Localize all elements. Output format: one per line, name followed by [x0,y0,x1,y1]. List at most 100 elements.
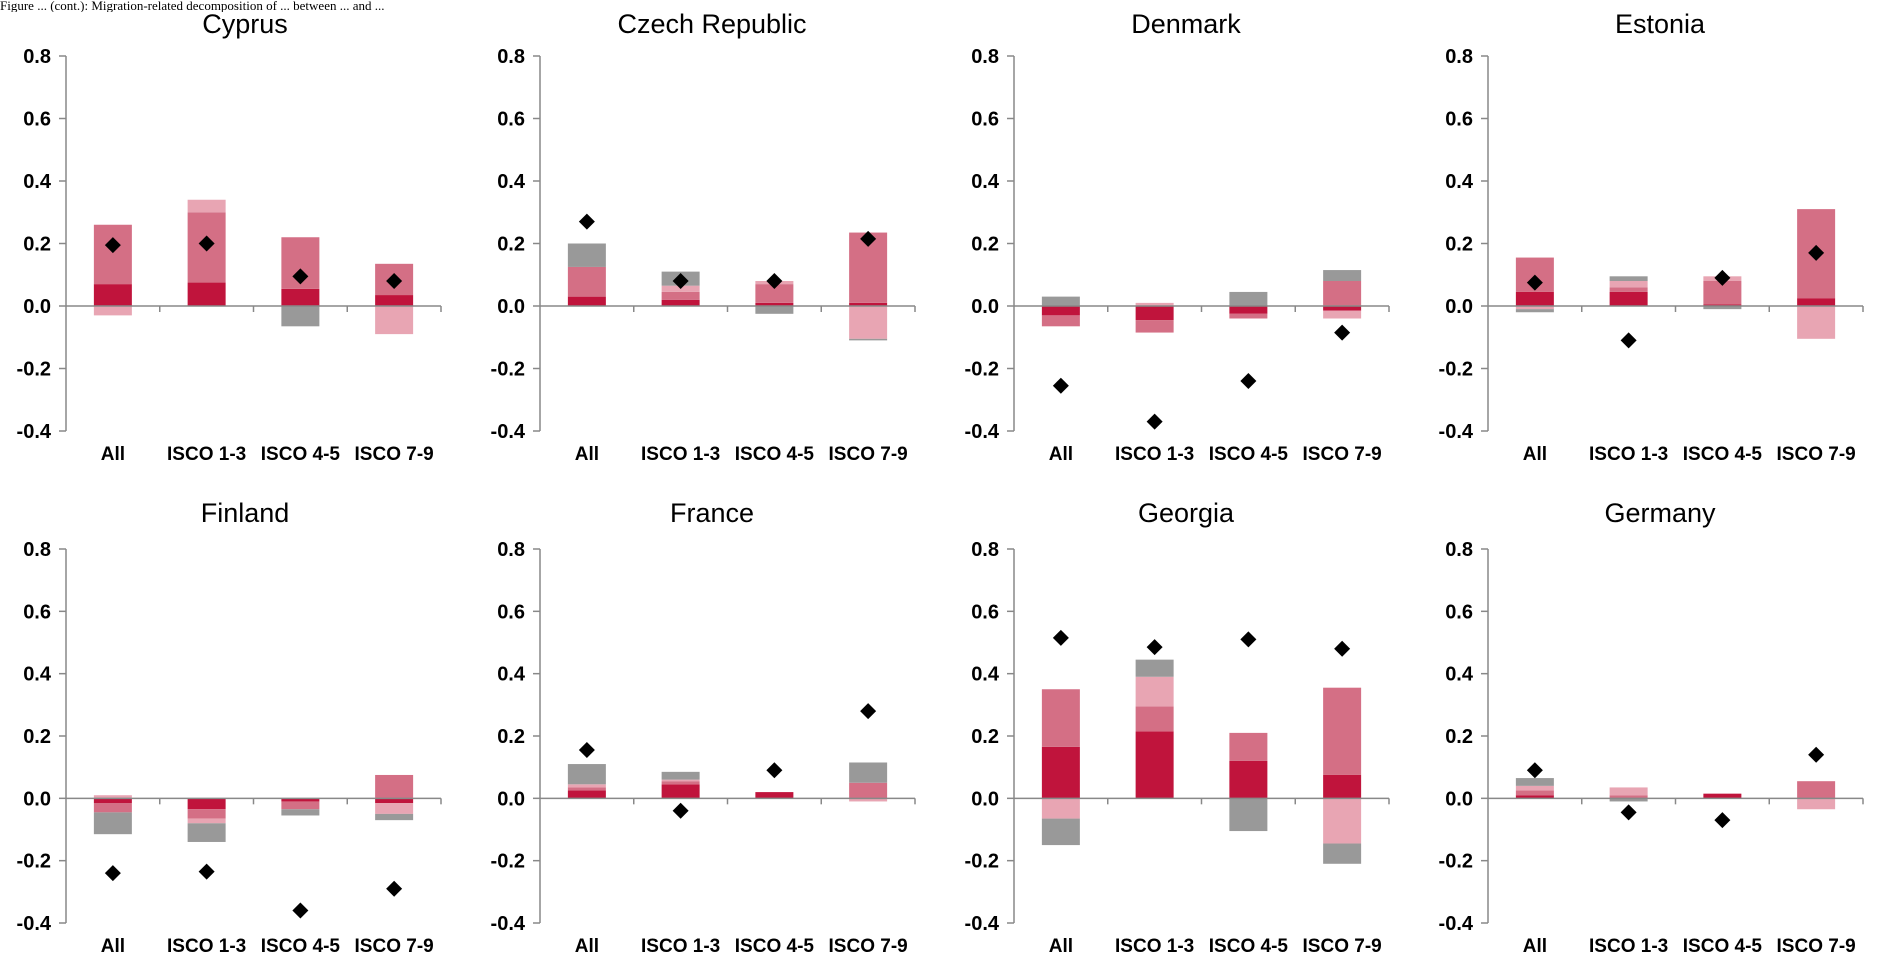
y-tick-label: -0.2 [491,359,525,381]
y-tick-label: -0.4 [1439,913,1474,935]
bar-segment [1609,276,1648,281]
bar-segment [187,823,226,842]
y-tick-label: 0.0 [1445,296,1473,318]
bar-segment [661,779,700,782]
y-tick-label: -0.2 [965,359,999,381]
chart-panel: Czech Republic -0.4 -0.2 0.0 0.2 0.4 0.6 0.8 All… [491,9,916,465]
bar-segment [1135,706,1174,732]
bar-segment [1323,774,1362,799]
y-tick-label: -0.4 [965,421,1000,443]
x-tick-label: ISCO 1-3 [1589,444,1668,465]
chart-title: Czech Republic [617,9,806,39]
y-tick-label: 0.4 [497,664,526,686]
x-tick-label: All [1523,936,1547,957]
y-tick-label: 0.0 [971,296,999,318]
total-marker [386,880,403,897]
bar-segment [1797,781,1836,799]
total-marker [1146,639,1163,656]
bar-segment [1515,309,1554,313]
bar-segment [1323,798,1362,844]
bar-segment [93,798,132,804]
y-tick-label: 0.6 [23,601,51,623]
x-tick-label: ISCO 4-5 [261,936,341,957]
x-tick-label: ISCO 7-9 [1303,444,1382,465]
bar-segment [1703,306,1742,310]
bar-segment [661,781,700,785]
bar-segment [1515,778,1554,786]
total-marker [578,742,595,759]
y-tick-label: 0.2 [971,234,999,256]
bar-segment [849,306,888,339]
bar-segment [1609,287,1648,292]
bar-segment [1135,676,1174,707]
total-marker [1240,373,1257,389]
bar-segment [1609,281,1648,288]
total-marker [1146,413,1163,430]
chart-panel: Germany -0.4 -0.2 0.0 0.2 0.4 0.6 0.8 All ISCO 1-… [1439,498,1864,957]
bar-segment [93,224,132,285]
total-marker [766,762,783,779]
y-tick-label: 0.0 [497,296,525,318]
bar-segment [187,809,226,819]
y-tick-label: 0.6 [1445,109,1473,131]
bar-segment [661,291,700,300]
y-tick-label: 0.4 [971,171,1000,193]
bar-segment [1515,790,1554,796]
total-marker [1526,274,1543,291]
y-tick-label: 0.4 [497,171,526,193]
y-tick-label: 0.4 [23,171,52,193]
bar-segment [1041,689,1080,747]
x-tick-label: ISCO 1-3 [1115,444,1194,465]
y-tick-label: 0.2 [23,726,51,748]
bar-segment [1797,306,1836,339]
y-tick-label: -0.2 [1439,851,1473,873]
bar-segment [755,284,794,303]
bar-segment [1515,795,1554,799]
bar-segment [755,302,794,306]
x-tick-label: All [575,444,599,465]
bar-segment [187,282,226,306]
bar-segment [1515,291,1554,306]
y-tick-label: 0.2 [497,726,525,748]
chart-title: France [670,498,754,528]
bar-segment [1609,787,1648,796]
y-tick-label: 0.8 [23,539,51,561]
y-tick-label: -0.4 [1439,421,1474,443]
total-marker [1808,244,1825,261]
total-marker [672,802,689,819]
y-tick-label: 0.4 [1445,664,1474,686]
bar-segment [567,790,606,799]
bar-segment [375,803,414,814]
bar-segment [1229,732,1268,761]
bar-segment [1797,798,1836,810]
total-marker [1620,804,1637,821]
total-marker [860,703,877,720]
x-tick-label: ISCO 7-9 [829,936,908,957]
y-tick-label: 0.2 [1445,726,1473,748]
bar-segment [1229,760,1268,799]
y-tick-label: 0.0 [23,296,51,318]
bar-segment [281,801,320,810]
y-tick-label: 0.2 [971,726,999,748]
total-marker [766,273,783,289]
total-marker [1052,629,1069,646]
bar-segment [1703,304,1742,306]
bar-segment [567,243,606,267]
y-tick-label: 0.0 [23,788,51,810]
bar-segment [849,762,888,783]
bar-segment [849,782,888,799]
x-tick-label: ISCO 7-9 [1303,936,1382,957]
y-tick-label: 0.2 [1445,234,1473,256]
bar-segment [1515,306,1554,310]
bar-segment [567,787,606,791]
bar-segment [281,809,320,816]
bar-segment [661,784,700,799]
chart-title: Cyprus [202,9,288,39]
total-marker [1714,812,1731,829]
bar-segment [1323,270,1362,281]
x-tick-label: ISCO 4-5 [1683,936,1763,957]
y-tick-label: 0.6 [497,109,525,131]
total-marker [292,268,309,285]
x-tick-label: ISCO 4-5 [1209,936,1289,957]
total-marker [578,213,595,230]
